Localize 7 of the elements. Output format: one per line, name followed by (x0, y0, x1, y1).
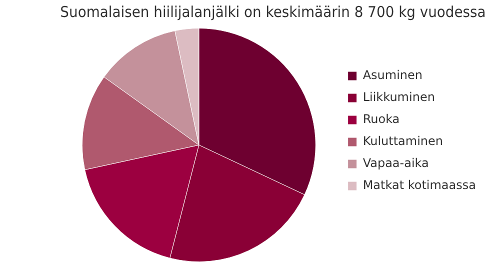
legend-label: Ruoka (362, 112, 400, 126)
legend-label: Matkat kotimaassa (362, 178, 476, 192)
legend-label: Kuluttaminen (362, 134, 444, 148)
legend-label: Vapaa-aika (362, 156, 429, 170)
chart-title: Suomalaisen hiilijalanjälki on keskimäärin 8 700 kg vuodessa (60, 4, 486, 22)
legend-label: Liikkuminen (362, 90, 435, 104)
legend-label: Asuminen (362, 68, 423, 82)
